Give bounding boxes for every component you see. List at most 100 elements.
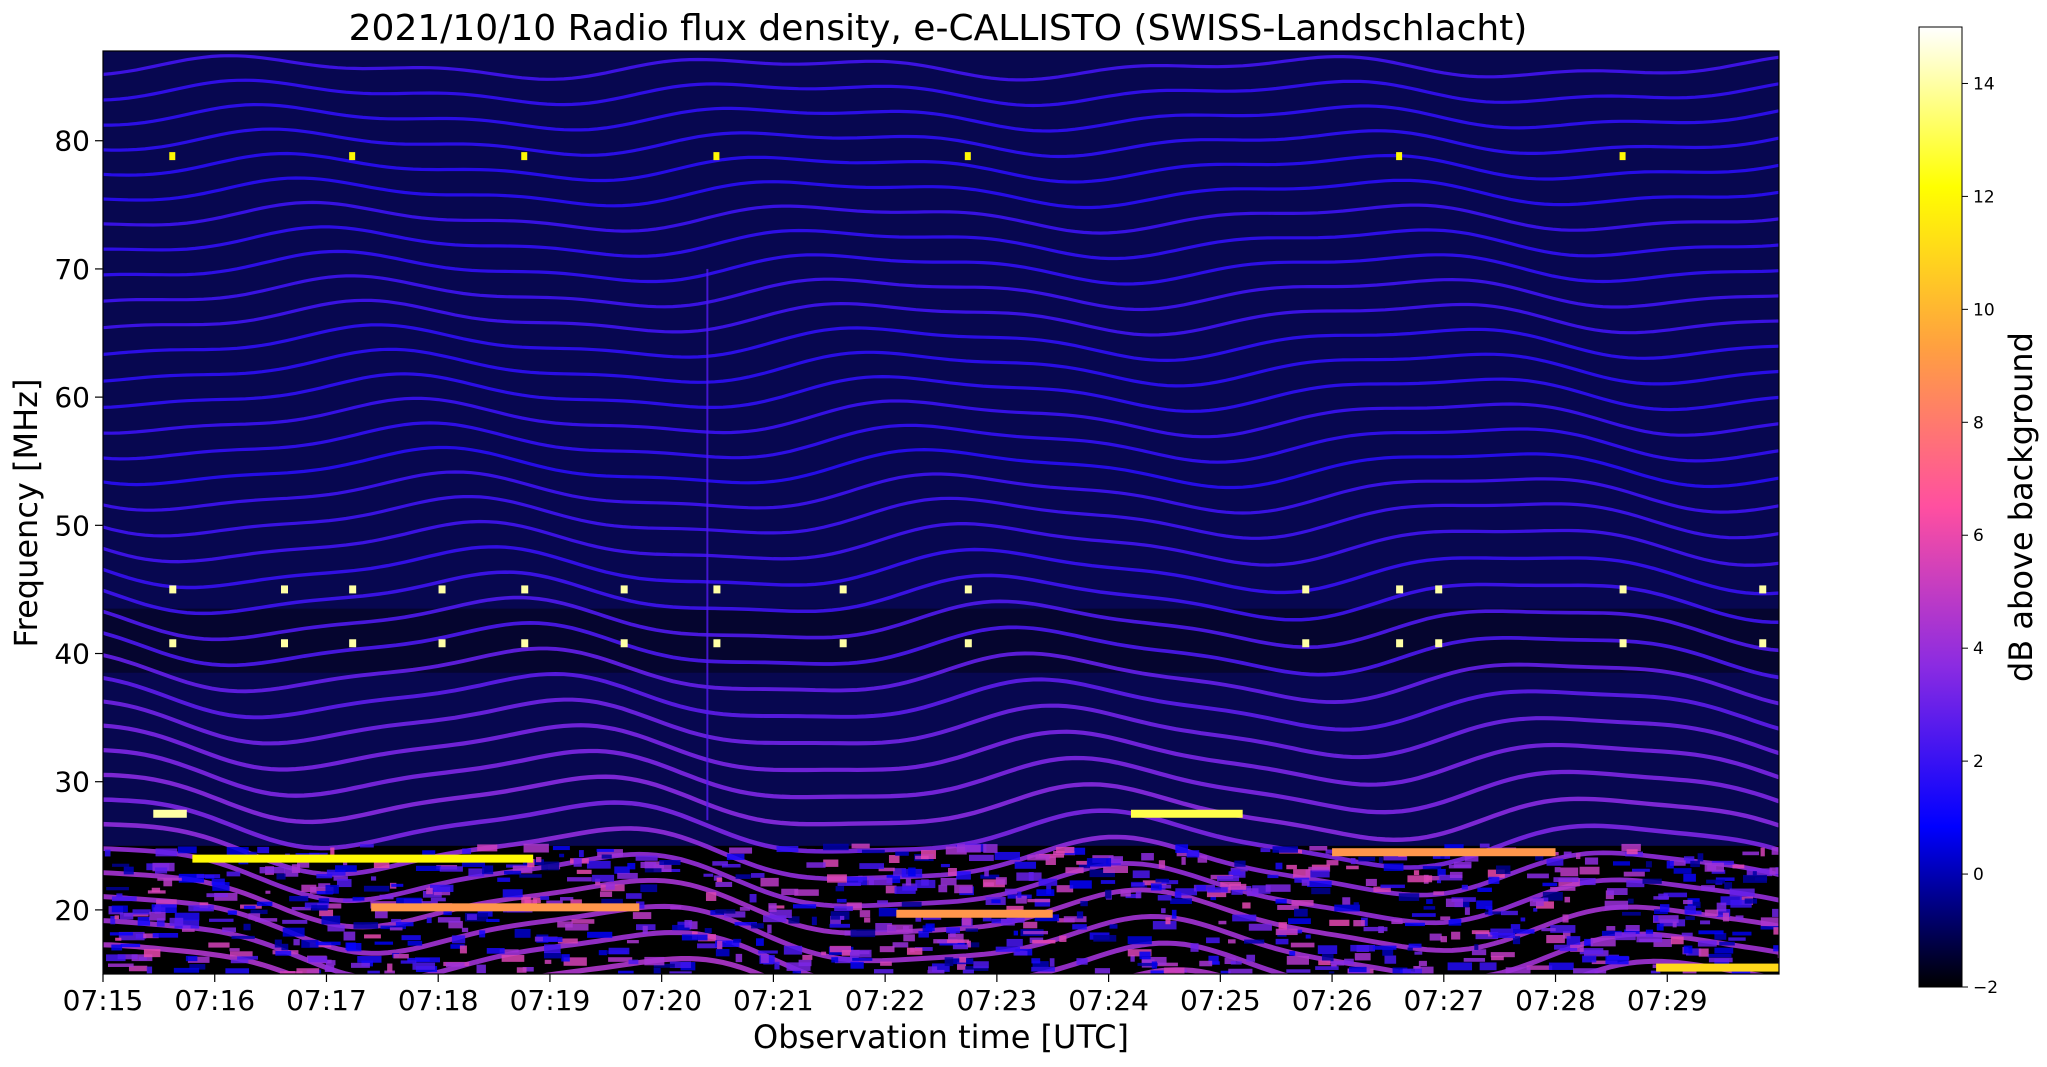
noise-patch [1289,951,1296,956]
noise-patch [1773,945,1779,952]
noise-patch [788,916,800,924]
noise-patch [128,965,148,972]
noise-patch [783,945,803,955]
noise-patch [1015,895,1027,904]
noise-patch [1479,962,1497,971]
noise-patch [849,949,872,958]
noise-patch [1206,889,1227,898]
noise-patch [928,966,938,971]
rfi-spike [349,585,357,594]
noise-patch [1311,887,1331,895]
noise-patch [1094,968,1111,974]
noise-patch [310,886,334,894]
noise-patch [1573,968,1599,974]
spectral-striation [103,54,1779,82]
noise-patch [301,939,319,948]
noise-patch [1673,868,1692,874]
noise-patch [980,874,1000,879]
noise-patch [1449,871,1463,879]
noise-patch [878,907,898,917]
noise-patch [1027,855,1050,861]
noise-patch [231,935,255,939]
noise-patch [1286,864,1297,870]
noise-patch [684,919,693,928]
noise-patch [1670,860,1686,866]
rfi-spike [839,585,847,594]
noise-patch [1636,933,1663,943]
noise-patch [540,896,550,900]
noise-patch [1164,967,1185,974]
noise-patch [296,968,320,974]
noise-patch [1760,847,1765,857]
noise-patch [324,964,335,972]
noise-patch [715,881,733,887]
noise-patch [1317,945,1338,955]
noise-patch [599,891,613,897]
noise-patch [1683,856,1695,864]
noise-patch [1706,879,1725,884]
noise-patch [716,877,723,883]
rfi-spike [521,585,529,594]
spectral-striation [103,697,1779,760]
x-tick-label: 07:21 [733,984,814,1017]
noise-patch [1579,948,1604,955]
noise-patch [1275,862,1283,870]
noise-patch [1650,970,1661,974]
noise-patch [1700,920,1711,925]
noise-patch [705,892,717,901]
noise-patch [1248,923,1272,931]
noise-patch [1089,869,1116,878]
noise-patch [1350,857,1356,865]
noise-patch [1546,935,1565,944]
noise-patch [342,898,362,902]
noise-patch [360,844,374,848]
noise-patch [275,950,292,956]
noise-patch [1653,939,1672,947]
noise-patch [1631,868,1650,872]
noise-patch [499,949,519,953]
y-tick-label: 30 [54,766,90,799]
noise-patch [892,942,909,948]
noise-patch [446,962,465,968]
noise-patch [237,955,259,960]
rfi-spike [1619,639,1627,648]
noise-patch [123,866,134,875]
noise-patch [1391,919,1403,925]
noise-patch [1103,865,1128,873]
noise-patch [601,854,612,859]
noise-patch [1158,860,1166,869]
noise-patch [902,925,909,930]
noise-patch [1612,861,1631,866]
noise-patch [1714,947,1734,954]
noise-patch [1621,843,1641,852]
noise-patch [173,967,200,973]
noise-patch [1220,970,1231,974]
colorbar-tick-label: 0 [1973,865,1984,885]
noise-patch [915,915,922,922]
noise-patch [1684,905,1696,914]
noise-patch [596,848,614,852]
noise-patch [1354,953,1371,961]
noise-patch [834,906,853,912]
noise-patch [461,861,486,868]
noise-patch [587,931,613,938]
noise-patch [1686,948,1702,956]
noise-patch [559,853,565,858]
noise-patch [887,924,913,933]
x-tick-label: 07:18 [398,984,479,1017]
x-tick-label: 07:19 [510,984,591,1017]
noise-patch [734,922,758,926]
noise-patch [947,939,970,943]
noise-patch [952,944,969,950]
colorbar-gradient [1918,26,1963,988]
y-tick-label: 40 [54,638,90,671]
noise-patch [1654,915,1659,922]
noise-patch [1059,935,1067,942]
noise-patch [1554,867,1561,873]
noise-patch [289,895,309,902]
noise-patch [635,855,658,861]
plot-area [102,50,1780,975]
noise-patch [669,961,692,969]
noise-patch [688,921,698,930]
noise-patch [1422,866,1442,870]
